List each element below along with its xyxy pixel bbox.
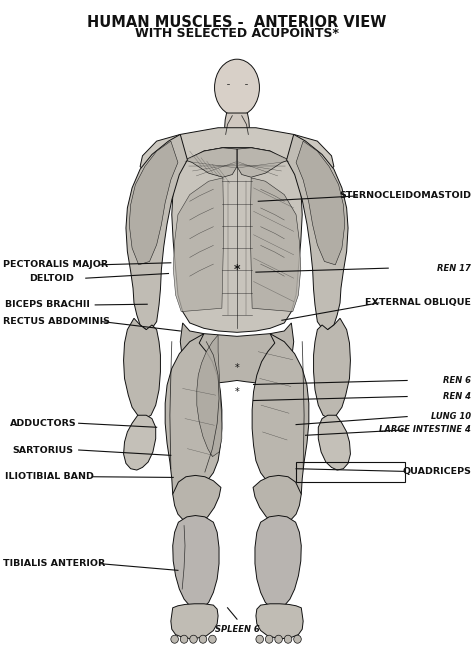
Polygon shape (165, 334, 222, 496)
Ellipse shape (199, 635, 207, 643)
Text: LUNG 10: LUNG 10 (431, 412, 471, 421)
Ellipse shape (294, 635, 301, 643)
Text: BICEPS BRACHII: BICEPS BRACHII (5, 300, 90, 310)
Text: TIBIALIS ANTERIOR: TIBIALIS ANTERIOR (3, 559, 105, 568)
Text: PECTORALIS MAJOR: PECTORALIS MAJOR (3, 261, 108, 269)
Text: DELTOID: DELTOID (29, 273, 74, 283)
Ellipse shape (209, 635, 216, 643)
Polygon shape (124, 415, 156, 470)
Polygon shape (180, 323, 294, 383)
Polygon shape (124, 318, 160, 419)
Polygon shape (318, 415, 350, 470)
Ellipse shape (171, 635, 178, 643)
Text: SARTORIUS: SARTORIUS (12, 446, 73, 454)
Polygon shape (237, 148, 289, 177)
Text: WITH SELECTED ACUPOINTS*: WITH SELECTED ACUPOINTS* (135, 27, 339, 40)
Polygon shape (296, 141, 345, 265)
Text: ADDUCTORS: ADDUCTORS (10, 419, 77, 427)
Polygon shape (314, 318, 350, 419)
Polygon shape (287, 135, 348, 330)
Text: QUADRICEPS: QUADRICEPS (402, 467, 471, 476)
Ellipse shape (190, 635, 197, 643)
Ellipse shape (180, 635, 188, 643)
Ellipse shape (215, 59, 259, 116)
Ellipse shape (284, 635, 292, 643)
Text: *: * (234, 263, 240, 276)
Polygon shape (173, 476, 221, 523)
Text: HUMAN MUSCLES -  ANTERIOR VIEW: HUMAN MUSCLES - ANTERIOR VIEW (87, 15, 387, 30)
Polygon shape (255, 515, 301, 609)
Text: EXTERNAL OBLIQUE: EXTERNAL OBLIQUE (365, 298, 471, 308)
Polygon shape (250, 178, 301, 312)
Polygon shape (173, 515, 219, 609)
Polygon shape (197, 335, 222, 457)
Text: *: * (235, 387, 239, 397)
Ellipse shape (275, 635, 283, 643)
Text: REN 6: REN 6 (443, 376, 471, 385)
Text: LARGE INTESTINE 4: LARGE INTESTINE 4 (379, 425, 471, 434)
Polygon shape (256, 604, 303, 639)
Text: RECTUS ABDOMINIS: RECTUS ABDOMINIS (3, 317, 110, 326)
Ellipse shape (256, 635, 264, 643)
Text: SPLEEN 6: SPLEEN 6 (215, 624, 259, 634)
Polygon shape (126, 135, 187, 330)
Ellipse shape (265, 635, 273, 643)
Text: STERNOCLEIDOMASTOID: STERNOCLEIDOMASTOID (339, 192, 471, 200)
Polygon shape (129, 141, 178, 265)
Polygon shape (171, 604, 218, 639)
Polygon shape (225, 113, 249, 135)
Polygon shape (253, 476, 301, 523)
Text: ILIOTIBIAL BAND: ILIOTIBIAL BAND (5, 472, 94, 481)
Polygon shape (185, 148, 237, 177)
Text: REN 17: REN 17 (437, 263, 471, 273)
Polygon shape (140, 128, 334, 174)
Text: REN 4: REN 4 (443, 392, 471, 401)
Text: *: * (235, 363, 239, 373)
Polygon shape (252, 334, 309, 496)
Polygon shape (173, 178, 224, 312)
Polygon shape (172, 148, 302, 332)
